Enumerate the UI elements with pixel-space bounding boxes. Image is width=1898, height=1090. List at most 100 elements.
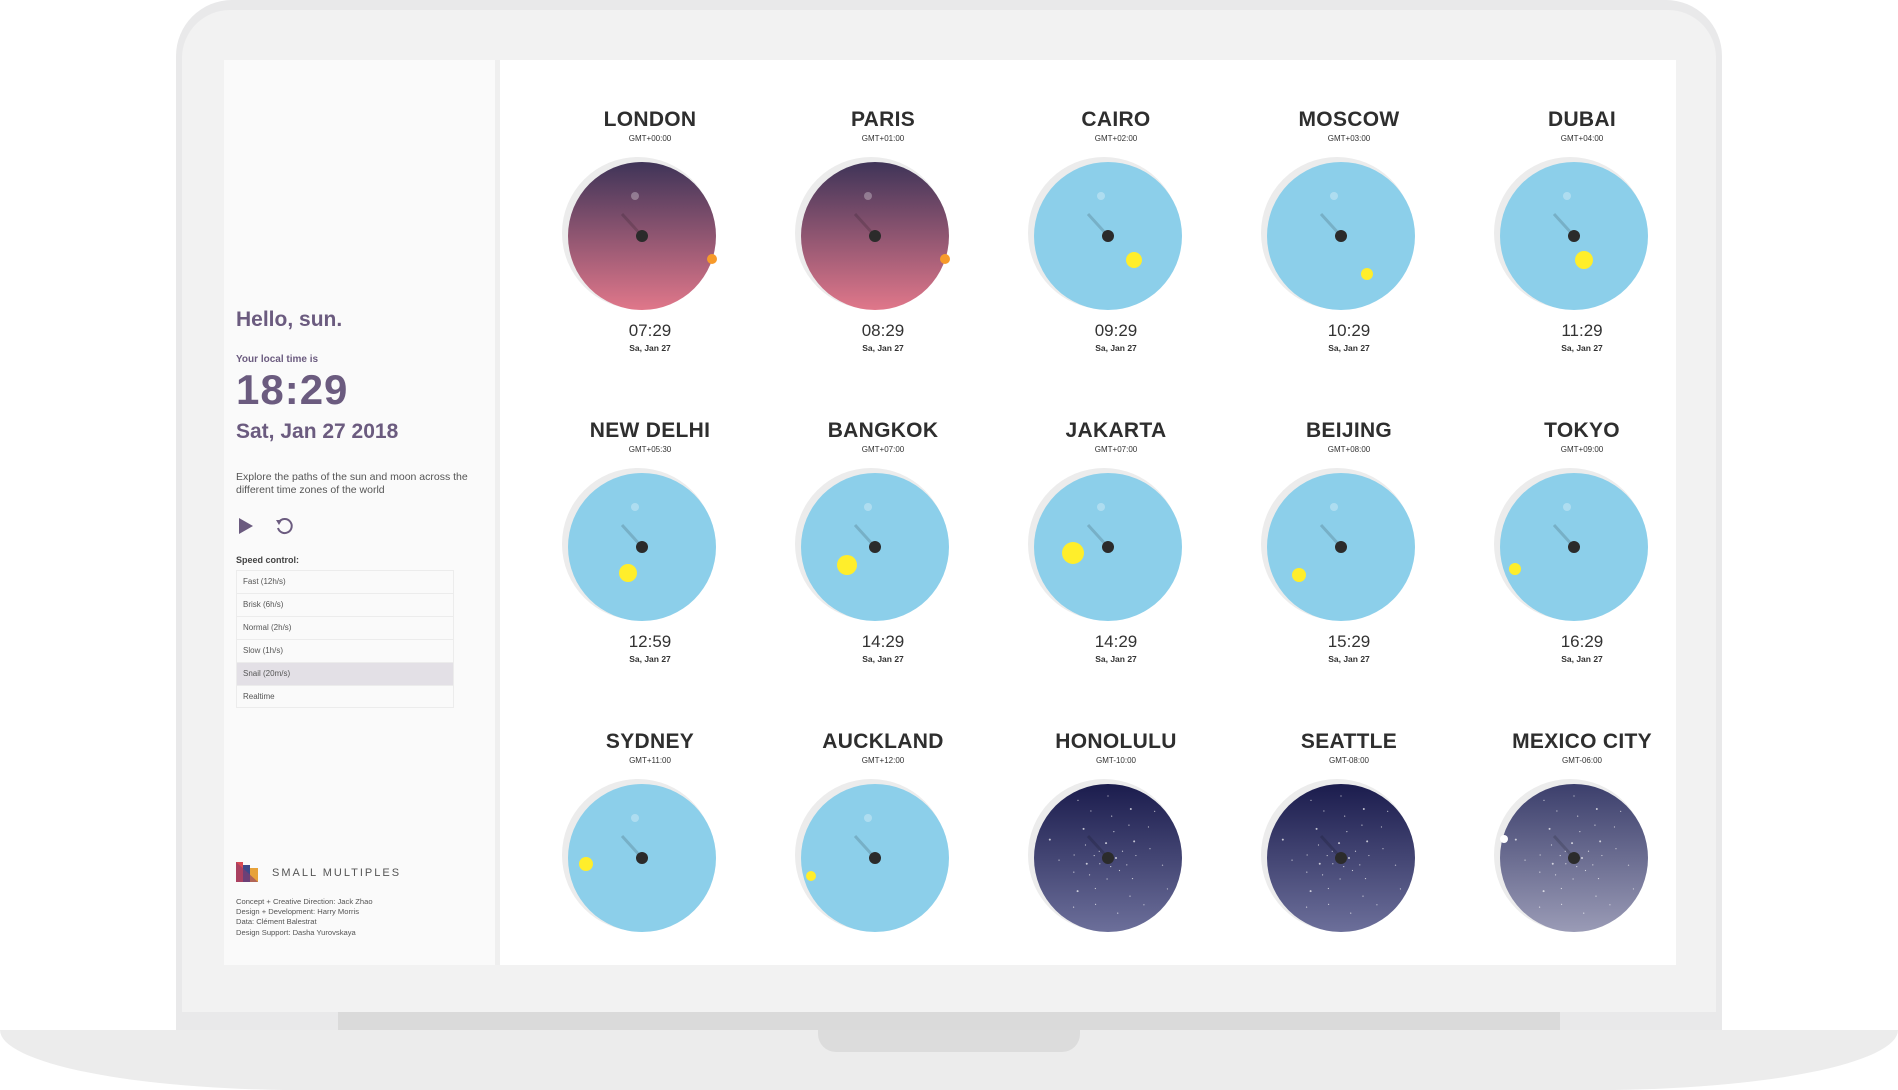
star	[1088, 874, 1091, 876]
speed-control-label: Speed control:	[236, 555, 300, 565]
moon-marker	[631, 192, 639, 200]
city-date: Sa, Jan 27	[1561, 343, 1603, 353]
star	[1364, 877, 1367, 880]
star	[1129, 895, 1131, 897]
sky-dial	[1261, 468, 1415, 621]
dial-center	[1102, 541, 1114, 553]
star	[1538, 906, 1541, 908]
play-button[interactable]	[236, 516, 256, 536]
credit-line: Data: Clément Balestrat	[236, 917, 317, 927]
star	[1073, 854, 1075, 856]
moon-marker	[864, 192, 872, 200]
moon-marker	[1500, 835, 1508, 843]
city-card: DUBAI GMT+04:00 11:29 Sa, Jan 27	[1482, 108, 1682, 353]
brand-name: SMALL MULTIPLES	[272, 867, 402, 879]
star	[1620, 810, 1622, 812]
city-gmt-offset: GMT-08:00	[1328, 756, 1369, 765]
city-gmt-offset: GMT+07:00	[861, 445, 905, 454]
city-gmt-offset: GMT+00:00	[628, 134, 672, 143]
dial-center	[1568, 852, 1580, 864]
dial-center	[1568, 230, 1580, 242]
city-date: Sa, Jan 27	[629, 654, 671, 664]
star	[1599, 840, 1602, 843]
star	[1149, 848, 1151, 850]
star	[1573, 795, 1575, 797]
city-time: 08:29	[861, 321, 905, 340]
star	[1147, 826, 1150, 828]
dial-center	[636, 541, 648, 553]
star	[1315, 827, 1318, 830]
star	[1542, 890, 1545, 893]
dial-center	[869, 852, 881, 864]
star	[1332, 863, 1334, 865]
city-time: 09:29	[1094, 321, 1138, 340]
moon-marker	[864, 814, 872, 822]
dial-center	[1568, 541, 1580, 553]
star	[1543, 799, 1545, 801]
star	[1362, 808, 1365, 811]
star	[1560, 903, 1563, 905]
laptop-notch	[818, 1030, 1080, 1052]
local-time-label: Your local time is	[236, 354, 319, 365]
city-name: TOKYO	[1544, 419, 1620, 442]
star	[1559, 854, 1561, 857]
city-name: HONOLULU	[1055, 730, 1177, 753]
star	[1601, 854, 1603, 857]
star	[1584, 869, 1587, 872]
star	[1361, 824, 1363, 826]
dial-center	[1335, 852, 1347, 864]
star	[1331, 850, 1333, 852]
city-date: Sa, Jan 27	[1561, 654, 1603, 664]
speed-option-normal[interactable]: Normal (2h/s)	[236, 616, 454, 639]
laptop-hinge	[338, 1012, 1560, 1032]
speed-option-realtime[interactable]: Realtime	[236, 685, 454, 708]
star	[1099, 863, 1101, 865]
star	[1595, 895, 1597, 897]
star	[1326, 854, 1328, 857]
city-name: BANGKOK	[827, 419, 939, 442]
sun-marker	[707, 254, 717, 264]
city-name: MOSCOW	[1298, 108, 1400, 131]
speed-option-snail[interactable]: Snail (20m/s)	[236, 662, 454, 685]
star	[1076, 890, 1079, 893]
star	[1366, 840, 1369, 843]
dial-center	[869, 230, 881, 242]
city-gmt-offset: GMT+05:30	[628, 445, 672, 454]
star	[1548, 827, 1551, 830]
reset-button[interactable]	[274, 516, 294, 536]
star	[1072, 906, 1075, 908]
city-name: SYDNEY	[605, 730, 695, 753]
city-time: 15:29	[1327, 632, 1371, 651]
star	[1613, 826, 1616, 828]
star	[1514, 838, 1517, 841]
star	[1387, 810, 1389, 812]
speed-option-brisk[interactable]: Brisk (6h/s)	[236, 593, 454, 616]
city-gmt-offset: GMT+02:00	[1094, 134, 1138, 143]
credit-line: Design Support: Dasha Yurovskaya	[236, 927, 356, 937]
star	[1084, 844, 1087, 846]
sun-marker	[1126, 252, 1142, 268]
star	[1551, 862, 1554, 865]
city-gmt-offset: GMT+04:00	[1560, 134, 1604, 143]
city-date: Sa, Jan 27	[862, 654, 904, 664]
city-card: AUCKLAND GMT+12:00	[783, 730, 983, 932]
star	[1048, 838, 1051, 841]
star	[1343, 865, 1345, 868]
star	[1592, 864, 1594, 866]
star	[1399, 888, 1402, 890]
star	[1305, 906, 1308, 908]
city-name: NEW DELHI	[589, 419, 711, 442]
star	[1105, 842, 1108, 845]
star	[1115, 857, 1117, 859]
star	[1094, 903, 1097, 905]
star	[1594, 824, 1596, 826]
star	[1090, 810, 1092, 812]
city-name: PARIS	[850, 108, 916, 131]
star	[1554, 874, 1557, 876]
speed-option-fast[interactable]: Fast (12h/s)	[236, 570, 454, 593]
city-time: 14:29	[861, 632, 905, 651]
star	[1106, 878, 1108, 880]
star	[1085, 862, 1088, 865]
speed-option-slow[interactable]: Slow (1h/s)	[236, 639, 454, 662]
city-card: TOKYO GMT+09:00 16:29 Sa, Jan 27	[1482, 419, 1682, 664]
